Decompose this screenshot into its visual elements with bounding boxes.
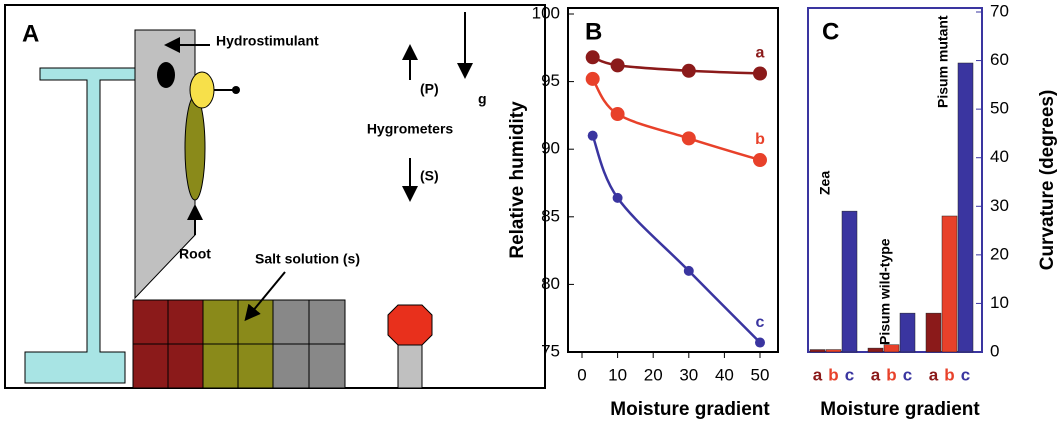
label: Salt solution (s) xyxy=(255,251,360,267)
bar xyxy=(957,62,974,353)
root-tip xyxy=(189,71,215,109)
bar xyxy=(883,344,900,353)
y-tick-label: 0 xyxy=(990,341,999,360)
x-tick-label: c xyxy=(845,365,854,384)
x-tick-label: b xyxy=(828,365,838,384)
label: Hygrometers xyxy=(367,121,454,137)
series-line xyxy=(591,135,761,344)
point xyxy=(753,66,767,81)
bar xyxy=(825,349,842,353)
series-label: b xyxy=(755,131,765,148)
point xyxy=(587,130,598,141)
bar xyxy=(925,312,942,353)
y-axis-label: Curvature (degrees) xyxy=(1037,90,1058,271)
x-tick-label: c xyxy=(903,365,912,384)
x-tick-label: 10 xyxy=(608,365,627,384)
point xyxy=(681,131,696,146)
series-line xyxy=(592,56,761,75)
series-label: a xyxy=(756,45,765,62)
bar xyxy=(809,349,826,353)
panel-letter: B xyxy=(585,18,602,45)
x-tick-label: 40 xyxy=(715,365,734,384)
x-tick-label: 30 xyxy=(679,365,698,384)
point xyxy=(585,71,600,86)
label: Hydrostimulant xyxy=(216,33,319,49)
arrow xyxy=(244,271,286,322)
plot-frame xyxy=(567,7,779,353)
x-tick-label: 50 xyxy=(751,365,770,384)
point xyxy=(612,192,623,203)
y-tick-label: 50 xyxy=(990,99,1009,118)
salt-grid xyxy=(132,299,346,389)
hygrometer-head xyxy=(387,304,433,346)
x-axis-label: Moisture gradient xyxy=(820,399,980,420)
label: g xyxy=(478,91,487,107)
point xyxy=(755,337,765,348)
point xyxy=(753,153,767,168)
point xyxy=(683,265,694,276)
x-tick-label: 20 xyxy=(644,365,663,384)
point xyxy=(585,50,600,65)
pin-head xyxy=(232,86,240,94)
label: (S) xyxy=(420,168,439,184)
y-tick-label: 100 xyxy=(532,3,560,22)
panel-letter: A xyxy=(22,20,39,47)
x-tick-label: 0 xyxy=(577,365,586,384)
label: (P) xyxy=(420,81,439,97)
x-tick-label: c xyxy=(961,365,970,384)
panel-letter: C xyxy=(822,18,839,45)
series-label: c xyxy=(756,314,765,331)
y-tick-label: 90 xyxy=(541,139,560,158)
y-tick-label: 30 xyxy=(990,196,1009,215)
x-tick-label: a xyxy=(871,365,881,384)
x-tick-label: a xyxy=(929,365,939,384)
point xyxy=(610,107,625,122)
point xyxy=(681,63,696,78)
x-tick-label: b xyxy=(886,365,896,384)
category-label: Pisum mutant xyxy=(935,15,951,108)
bar xyxy=(867,347,884,353)
hygrometer-stem xyxy=(397,339,423,389)
category-label: Pisum wild-type xyxy=(877,238,893,345)
y-tick-label: 80 xyxy=(541,274,560,293)
bar xyxy=(941,215,958,353)
y-tick-label: 95 xyxy=(541,71,560,90)
root xyxy=(184,95,206,201)
label: Root xyxy=(179,246,211,262)
point xyxy=(610,58,625,73)
sensor xyxy=(157,62,175,88)
x-axis-label: Moisture gradient xyxy=(610,399,770,420)
x-tick-label: b xyxy=(944,365,954,384)
y-tick-label: 60 xyxy=(990,50,1009,69)
panel-a: A Hydrostimulant Root Salt solution (s) … xyxy=(4,4,546,389)
series-line xyxy=(591,78,761,162)
bar xyxy=(841,210,858,353)
y-tick-label: 10 xyxy=(990,293,1009,312)
y-tick-label: 70 xyxy=(990,1,1009,20)
x-tick-label: a xyxy=(813,365,823,384)
y-axis-label: Relative humidity xyxy=(507,101,528,259)
category-label: Zea xyxy=(817,171,833,195)
bar xyxy=(899,312,916,353)
y-tick-label: 40 xyxy=(990,147,1009,166)
y-tick-label: 85 xyxy=(541,206,560,225)
y-tick-label: 20 xyxy=(990,244,1009,263)
y-tick-label: 75 xyxy=(541,341,560,360)
